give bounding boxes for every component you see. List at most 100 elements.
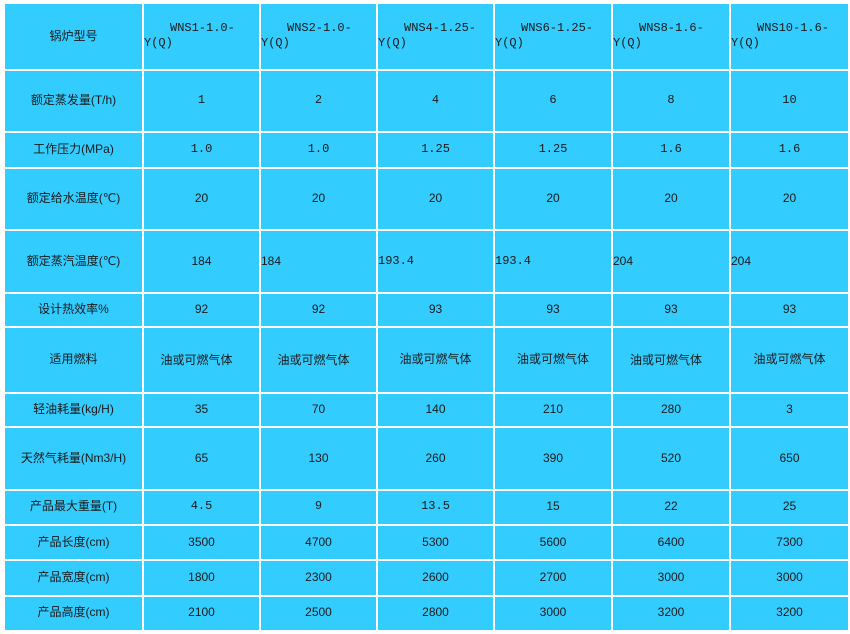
table-row: 设计热效率% 92 92 93 93 93 93 [5,293,848,327]
model-bottom: Y(Q) [378,36,407,51]
table-cell: 1.25 [495,133,611,167]
table-cell: 3000 [495,596,611,630]
table-cell: 1.0 [261,133,376,167]
table-cell: 13.5 [378,490,493,524]
table-cell: 1800 [144,561,259,595]
model-bottom: Y(Q) [613,36,642,51]
table-cell: 6400 [613,525,729,560]
table-cell: 3000 [731,561,848,595]
table-cell: 193.4 [495,231,611,292]
table-row: 额定蒸汽温度(℃) 184 184 193.4 193.4 204 204 [5,231,848,292]
table-cell: 油或可燃气体 [144,328,259,392]
model-top: WNS6-1.25- [521,20,594,35]
table-cell: 1.6 [613,133,729,167]
table-cell: 1.0 [144,133,259,167]
model-top: WNS2-1.0- [287,20,352,35]
table-cell: 油或可燃气体 [731,328,848,392]
fuel-text: 油或可燃气体 [277,352,350,367]
table-cell: 3500 [144,525,259,560]
table-cell: 3000 [613,561,729,595]
table-cell: 20 [378,168,493,230]
table-cell: 6 [495,70,611,132]
table-cell: 93 [613,293,729,327]
model-bottom: Y(Q) [731,36,760,51]
table-cell: 184 [261,231,376,292]
table-row: 天然气耗量(Nm3/H) 65 130 260 390 520 650 [5,428,848,489]
row-label: 产品高度(cm) [5,596,142,630]
table-cell: 93 [378,293,493,327]
model-bottom: Y(Q) [495,36,524,51]
table-cell: 35 [144,393,259,426]
table-cell: 20 [613,168,729,230]
table-cell: 3200 [731,596,848,630]
row-label: 天然气耗量(Nm3/H) [5,428,142,489]
model-top: WNS1-1.0- [170,20,235,35]
table-row: 产品最大重量(T) 4.5 9 13.5 15 22 25 [5,490,848,524]
table-cell: 1.25 [378,133,493,167]
table-cell: 1.6 [731,133,848,167]
table-cell: 184 [144,231,259,292]
row-label: 工作压力(MPa) [5,133,142,167]
table-cell: 140 [378,393,493,426]
table-cell: 20 [731,168,848,230]
table-cell: 20 [261,168,376,230]
table-cell: 25 [731,490,848,524]
table-row: 产品宽度(cm) 1800 2300 2600 2700 3000 3000 [5,561,848,595]
model-top: WNS10-1.6- [757,20,830,35]
table-cell: 92 [261,293,376,327]
table-cell: 2500 [261,596,376,630]
model-cell: WNS10-1.6- Y(Q) [731,4,848,69]
model-cell: WNS1-1.0- Y(Q) [144,4,259,69]
table-cell: 油或可燃气体 [261,328,376,392]
table-cell: 15 [495,490,611,524]
model-cell: WNS2-1.0- Y(Q) [261,4,376,69]
model-cell: WNS4-1.25- Y(Q) [378,4,493,69]
table-cell: 2800 [378,596,493,630]
table-cell: 油或可燃气体 [495,328,611,392]
table-cell: 130 [261,428,376,489]
table-cell: 2700 [495,561,611,595]
table-cell: 4700 [261,525,376,560]
table-cell: 1 [144,70,259,132]
fuel-text: 油或可燃气体 [630,352,703,367]
model-bottom: Y(Q) [261,36,290,51]
model-cell: WNS6-1.25- Y(Q) [495,4,611,69]
row-label: 额定给水温度(℃) [5,168,142,230]
table-cell: 70 [261,393,376,426]
table-cell: 油或可燃气体 [613,328,729,392]
row-label: 产品宽度(cm) [5,561,142,595]
table-cell: 280 [613,393,729,426]
row-label: 额定蒸汽温度(℃) [5,231,142,292]
table-cell: 92 [144,293,259,327]
model-bottom: Y(Q) [144,36,173,51]
table-cell: 10 [731,70,848,132]
spec-table-container: 锅炉型号 WNS1-1.0- Y(Q) WNS2-1.0- Y(Q) WNS4-1.… [3,2,848,632]
table-cell: 4 [378,70,493,132]
table-cell: 260 [378,428,493,489]
table-cell: 93 [731,293,848,327]
row-label: 设计热效率% [5,293,142,327]
table-cell: 210 [495,393,611,426]
table-cell: 8 [613,70,729,132]
fuel-text: 油或可燃气体 [160,352,233,367]
table-cell: 2600 [378,561,493,595]
table-cell: 650 [731,428,848,489]
table-row: 工作压力(MPa) 1.0 1.0 1.25 1.25 1.6 1.6 [5,133,848,167]
table-row: 产品长度(cm) 3500 4700 5300 5600 6400 7300 [5,525,848,560]
table-cell: 油或可燃气体 [378,328,493,392]
table-cell: 193.4 [378,231,493,292]
table-row: 适用燃料 油或可燃气体 油或可燃气体 油或可燃气体 油或可燃气体 油或可燃气体 … [5,328,848,392]
table-cell: 3 [731,393,848,426]
table-cell: 520 [613,428,729,489]
table-cell: 5600 [495,525,611,560]
row-label: 额定蒸发量(T/h) [5,70,142,132]
table-cell: 65 [144,428,259,489]
row-label: 适用燃料 [5,328,142,392]
table-cell: 2300 [261,561,376,595]
row-label: 产品最大重量(T) [5,490,142,524]
table-cell: 7300 [731,525,848,560]
row-label: 轻油耗量(kg/H) [5,393,142,426]
table-cell: 204 [613,231,729,292]
table-cell: 20 [144,168,259,230]
table-row: 产品高度(cm) 2100 2500 2800 3000 3200 3200 [5,596,848,630]
